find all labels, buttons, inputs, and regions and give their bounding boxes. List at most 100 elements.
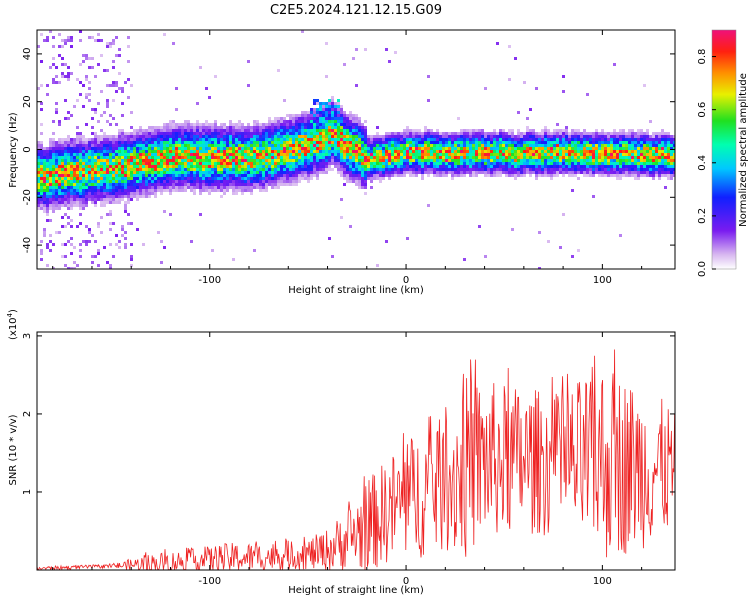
heatmap-cell: [49, 186, 52, 189]
heatmap-cell: [343, 162, 346, 165]
heatmap-cell: [577, 144, 580, 147]
heatmap-cell: [217, 153, 220, 156]
heatmap-cell: [280, 129, 283, 132]
heatmap-cell: [253, 150, 256, 153]
heatmap-cell: [349, 168, 352, 171]
heatmap-cell: [457, 156, 460, 159]
heatmap-cell: [148, 171, 151, 174]
heatmap-cell: [70, 189, 73, 192]
heatmap-cell: [241, 192, 244, 195]
heatmap-cell: [76, 156, 79, 159]
heatmap-cell: [196, 123, 199, 126]
heatmap-cell: [592, 171, 595, 174]
heatmap-cell: [274, 138, 277, 141]
heatmap-cell: [562, 150, 565, 153]
heatmap-cell: [247, 177, 250, 180]
heatmap-cell: [244, 141, 247, 144]
heatmap-cell: [205, 135, 208, 138]
heatmap-cell: [208, 132, 211, 135]
heatmap-cell: [487, 132, 490, 135]
heatmap-cell: [118, 192, 121, 195]
heatmap-cell: [169, 171, 172, 174]
heatmap-cell: [70, 198, 73, 201]
heatmap-cell: [202, 162, 205, 165]
heatmap-cell: [328, 126, 331, 129]
heatmap-cell: [313, 102, 316, 105]
heatmap-cell: [268, 177, 271, 180]
heatmap-cell: [64, 255, 67, 258]
heatmap-cell: [103, 153, 106, 156]
heatmap-cell: [655, 174, 658, 177]
heatmap-cell: [610, 150, 613, 153]
snr-frame: [36, 331, 676, 571]
heatmap-cell: [634, 177, 637, 180]
heatmap-cell: [88, 177, 91, 180]
heatmap-cell: [166, 171, 169, 174]
heatmap-cell: [472, 141, 475, 144]
heatmap-cell: [190, 126, 193, 129]
heatmap-cell: [91, 36, 94, 39]
heatmap-cell: [76, 141, 79, 144]
heatmap-cell: [640, 150, 643, 153]
heatmap-cell: [325, 126, 328, 129]
heatmap-cell: [76, 147, 79, 150]
heatmap-cell: [388, 141, 391, 144]
heatmap-cell: [295, 138, 298, 141]
heatmap-cell: [370, 171, 373, 174]
heatmap-cell: [193, 165, 196, 168]
heatmap-cell: [73, 156, 76, 159]
heatmap-cell: [220, 156, 223, 159]
heatmap-cell: [61, 75, 64, 78]
heatmap-cell: [298, 159, 301, 162]
heatmap-cell: [499, 132, 502, 135]
heatmap-cell: [244, 171, 247, 174]
heatmap-cell: [274, 183, 277, 186]
heatmap-cell: [484, 174, 487, 177]
heatmap-cell: [184, 132, 187, 135]
heatmap-cell: [145, 186, 148, 189]
heatmap-cell: [391, 156, 394, 159]
heatmap-cell: [127, 192, 130, 195]
heatmap-cell: [271, 159, 274, 162]
heatmap-cell: [622, 129, 625, 132]
heatmap-cell: [403, 129, 406, 132]
heatmap-cell: [532, 129, 535, 132]
heatmap-cell: [43, 174, 46, 177]
heatmap-cell: [163, 186, 166, 189]
heatmap-cell: [520, 147, 523, 150]
heatmap-cell: [349, 144, 352, 147]
heatmap-cell: [199, 162, 202, 165]
heatmap-cell: [577, 162, 580, 165]
heatmap-cell: [346, 177, 349, 180]
heatmap-cell: [85, 177, 88, 180]
heatmap-cell: [547, 162, 550, 165]
heatmap-cell: [97, 192, 100, 195]
heatmap-cell: [115, 243, 118, 246]
heatmap-cell: [142, 162, 145, 165]
heatmap-cell: [613, 138, 616, 141]
heatmap-cell: [190, 180, 193, 183]
heatmap-cell: [175, 126, 178, 129]
heatmap-cell: [202, 129, 205, 132]
heatmap-cell: [307, 120, 310, 123]
heatmap-cell: [223, 138, 226, 141]
heatmap-cell: [55, 168, 58, 171]
heatmap-cell: [616, 171, 619, 174]
heatmap-cell: [172, 123, 175, 126]
heatmap-cell: [505, 156, 508, 159]
heatmap-cell: [412, 159, 415, 162]
heatmap-cell: [247, 165, 250, 168]
heatmap-cell: [181, 168, 184, 171]
heatmap-cell: [448, 159, 451, 162]
heatmap-cell: [85, 201, 88, 204]
heatmap-cell: [340, 141, 343, 144]
heatmap-cell: [475, 153, 478, 156]
heatmap-cell: [46, 189, 49, 192]
heatmap-cell: [667, 162, 670, 165]
heatmap-cell: [184, 186, 187, 189]
heatmap-cell: [232, 192, 235, 195]
heatmap-cell: [364, 144, 367, 147]
heatmap-cell: [208, 174, 211, 177]
heatmap-cell: [379, 168, 382, 171]
heatmap-cell: [508, 141, 511, 144]
